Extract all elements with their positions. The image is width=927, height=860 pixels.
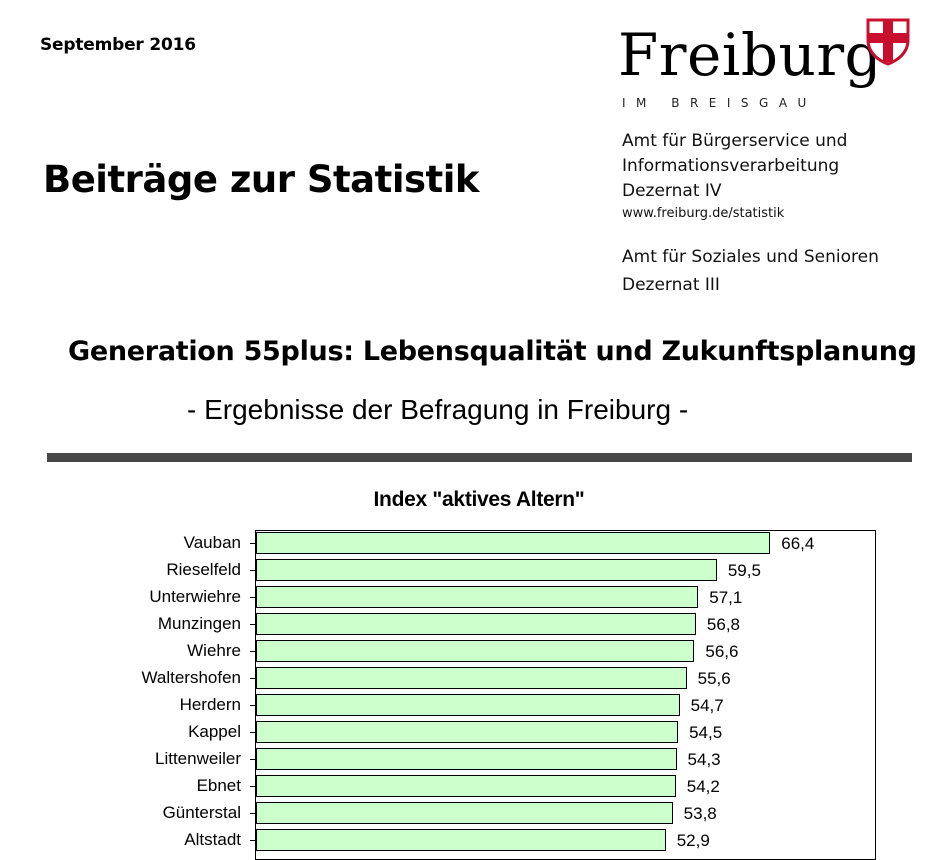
category-label: Rieselfeld — [166, 560, 241, 579]
chart-bars: Vauban 66,4 Rieselfeld 59,5 Unterwiehre 57,1 M… — [0, 530, 927, 851]
category-label: Littenweiler — [155, 749, 241, 768]
chart-row: Littenweiler 54,3 — [0, 746, 927, 773]
axis-tick — [250, 651, 255, 652]
axis-tick — [250, 543, 255, 544]
axis-tick — [250, 813, 255, 814]
chart-row: Kappel 54,5 — [0, 719, 927, 746]
axis-tick — [250, 678, 255, 679]
value-label: 53,8 — [683, 804, 717, 823]
category-label: Munzingen — [157, 614, 241, 633]
category-label: Günterstal — [162, 803, 241, 822]
category-label: Wiehre — [187, 641, 241, 660]
category-label: Unterwiehre — [149, 587, 241, 606]
value-label: 57,1 — [709, 588, 743, 607]
office-block-2: Amt für Soziales und Senioren Dezernat I… — [622, 243, 879, 299]
bar — [256, 775, 676, 797]
value-label: 56,6 — [705, 642, 739, 661]
chart-row: Waltershofen 55,6 — [0, 665, 927, 692]
value-label: 59,5 — [727, 561, 761, 580]
value-label: 54,2 — [686, 777, 720, 796]
value-label: 66,4 — [781, 534, 815, 553]
axis-tick — [250, 597, 255, 598]
axis-tick — [250, 570, 255, 571]
axis-tick — [250, 705, 255, 706]
office-line: Dezernat III — [622, 275, 720, 295]
axis-tick — [250, 732, 255, 733]
bar — [256, 586, 699, 608]
office-block-1: Amt für Bürgerservice und Informationsve… — [622, 129, 847, 204]
value-label: 56,8 — [706, 615, 740, 634]
value-label: 52,9 — [676, 831, 710, 850]
value-label: 55,6 — [697, 669, 731, 688]
office-line: Informationsverarbeitung — [622, 156, 840, 176]
bar — [256, 802, 673, 824]
statistics-url: www.freiburg.de/statistik — [622, 206, 785, 221]
chart-row: Vauban 66,4 — [0, 530, 927, 557]
coat-of-arms-icon — [866, 18, 910, 66]
chart-row: Rieselfeld 59,5 — [0, 557, 927, 584]
value-label: 54,7 — [690, 696, 724, 715]
chart-row: Wiehre 56,6 — [0, 638, 927, 665]
category-label: Herdern — [179, 695, 241, 714]
office-line: Amt für Soziales und Senioren — [622, 247, 879, 267]
bar — [256, 667, 687, 689]
category-label: Altstadt — [184, 830, 241, 849]
category-label: Ebnet — [196, 776, 241, 795]
bar — [256, 721, 679, 743]
office-line: Dezernat IV — [622, 181, 722, 201]
axis-tick — [250, 624, 255, 625]
series-title: Beiträge zur Statistik — [43, 158, 480, 201]
office-line: Amt für Bürgerservice und — [622, 131, 848, 151]
bar — [256, 559, 717, 581]
chart-title: Index "aktives Altern" — [373, 488, 585, 511]
category-label: Kappel — [188, 722, 241, 741]
bar — [256, 613, 696, 635]
axis-tick — [250, 759, 255, 760]
chart-row: Ebnet 54,2 — [0, 773, 927, 800]
bar — [256, 748, 677, 770]
logo-subline: IM BREISGAU — [622, 96, 817, 110]
category-label: Vauban — [183, 533, 241, 552]
chart-row: Günterstal 53,8 — [0, 800, 927, 827]
logo-wordmark: Freiburg — [618, 21, 883, 89]
category-label: Waltershofen — [141, 668, 241, 687]
chart-row: Munzingen 56,8 — [0, 611, 927, 638]
report-subtitle: - Ergebnisse der Befragung in Freiburg - — [187, 394, 689, 425]
bar — [256, 640, 695, 662]
bar — [256, 829, 666, 851]
value-label: 54,3 — [687, 750, 721, 769]
publication-date: September 2016 — [40, 35, 196, 55]
report-title: Generation 55plus: Lebensqualität und Zu… — [68, 336, 917, 367]
bar — [256, 532, 771, 554]
bar — [256, 694, 680, 716]
section-divider — [47, 453, 912, 462]
value-label: 54,5 — [689, 723, 723, 742]
chart-row: Unterwiehre 57,1 — [0, 584, 927, 611]
axis-tick — [250, 786, 255, 787]
chart-row: Herdern 54,7 — [0, 692, 927, 719]
